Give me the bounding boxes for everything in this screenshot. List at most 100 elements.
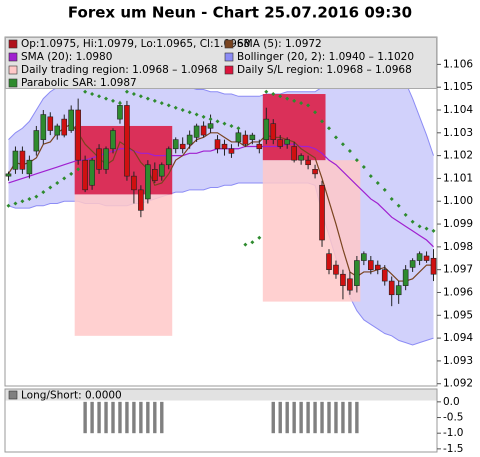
candle-body <box>145 164 151 200</box>
candle-body <box>200 125 207 136</box>
sar-dot <box>375 180 380 185</box>
candle-body <box>388 280 395 296</box>
y-tick-label: 1.103 <box>443 127 473 139</box>
bar <box>334 401 338 434</box>
candle-body <box>319 184 325 241</box>
sar-dot <box>222 121 227 126</box>
sar-dot <box>69 171 74 176</box>
legend-box <box>5 37 437 89</box>
bar <box>146 401 150 434</box>
sar-dot <box>264 89 269 94</box>
sar-dot <box>145 96 150 101</box>
sar-dot <box>194 112 199 117</box>
candle-body <box>256 143 263 150</box>
sar-dot <box>41 190 46 195</box>
candle-body <box>263 118 270 140</box>
sar-dot <box>111 98 115 103</box>
sar-dot <box>250 240 255 245</box>
bar <box>320 401 324 434</box>
bar <box>132 401 136 434</box>
sar-dot <box>104 96 109 101</box>
sar-dot <box>6 203 11 208</box>
bar <box>299 401 303 434</box>
candle-body <box>33 130 40 152</box>
candle-body <box>395 285 402 296</box>
sar-dot <box>159 101 164 106</box>
candle-body <box>61 118 68 136</box>
bar <box>139 401 143 434</box>
candle-body <box>402 269 409 286</box>
legend-label: Daily S/L region: 1.0968 – 1.0968 <box>237 64 412 76</box>
bar <box>160 401 164 434</box>
legend-swatch <box>8 65 18 75</box>
sar-dot <box>229 123 234 128</box>
sar-dot <box>173 105 178 110</box>
candle-body <box>221 143 228 150</box>
sar-dot <box>382 187 387 192</box>
sar-dot <box>243 242 248 247</box>
bar <box>285 401 289 434</box>
sar-dot <box>208 117 213 122</box>
y-tick-label: 1.097 <box>443 264 473 276</box>
candle-body <box>40 114 47 140</box>
sar-dot <box>48 185 53 190</box>
candle-body <box>19 150 26 170</box>
candle-body <box>242 134 249 145</box>
sar-dot <box>152 98 157 103</box>
legend-swatch <box>224 65 234 75</box>
bar <box>278 401 282 434</box>
candle-body <box>152 169 158 182</box>
candle-body <box>423 255 430 261</box>
candle-body <box>138 189 144 211</box>
sar-dot <box>131 92 136 97</box>
sar-dot <box>90 92 95 97</box>
candle-body <box>235 132 242 143</box>
sar-dot <box>13 201 18 206</box>
legend-swatch <box>8 390 18 400</box>
sar-dot <box>83 89 88 94</box>
candle-body <box>26 159 33 175</box>
sar-dot <box>292 98 297 103</box>
candle-body <box>54 125 61 136</box>
y-tick-label: 0.0 <box>443 396 460 408</box>
legend-label: SMA (5): 1.0972 <box>237 38 322 50</box>
sar-dot <box>34 194 39 199</box>
sar-dot <box>410 219 415 224</box>
candle-body <box>5 173 12 177</box>
candle-body <box>75 109 81 161</box>
bar <box>104 401 108 434</box>
candle-body <box>158 164 165 177</box>
sar-dot <box>368 174 373 179</box>
bar <box>125 401 129 434</box>
legend-label: Bollinger (20, 2): 1.0940 – 1.1020 <box>237 51 414 63</box>
candle-body <box>117 105 123 120</box>
sar-dot <box>76 167 81 172</box>
candle-body <box>361 253 367 261</box>
sar-dot <box>299 101 304 106</box>
candle-body <box>228 148 235 154</box>
candle-body <box>284 139 290 145</box>
y-tick-label: 1.102 <box>443 150 473 162</box>
candle-body <box>374 264 381 270</box>
candle-body <box>270 123 277 140</box>
y-tick-label: 1.105 <box>443 81 473 93</box>
legend-box <box>5 389 437 401</box>
sar-dot <box>166 103 171 108</box>
sar-dot <box>55 180 60 185</box>
sar-dot <box>313 110 318 115</box>
candle-body <box>409 260 416 268</box>
sar-dot <box>347 149 352 154</box>
candle-body <box>305 159 311 166</box>
bar <box>153 401 157 434</box>
candle-body <box>172 139 179 150</box>
candle-body <box>68 109 74 131</box>
bar <box>292 401 296 434</box>
candle-body <box>277 139 284 147</box>
legend-label: Parabolic SAR: 1.0987 <box>21 77 137 89</box>
candle-body <box>110 130 116 150</box>
sar-dot <box>236 126 241 131</box>
sar-dot <box>187 110 192 115</box>
bar <box>90 401 94 434</box>
bar <box>341 401 345 434</box>
